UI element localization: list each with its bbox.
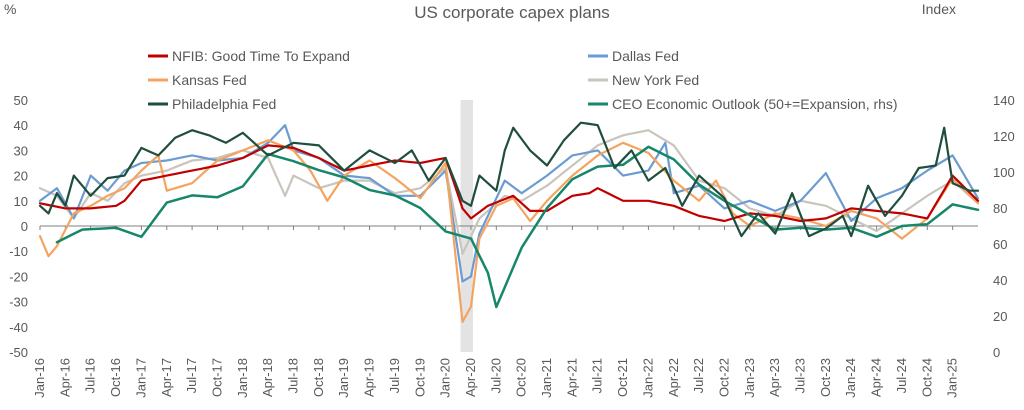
chart-title: US corporate capex plans [414,3,610,22]
legend-label: Kansas Fed [172,72,247,88]
x-tick-label: Apr-24 [869,358,884,397]
y-left-tick-label: -40 [9,320,28,335]
x-tick-label: Jan-25 [945,358,960,398]
legend-label: CEO Economic Outlook (50+=Expansion, rhs… [612,96,898,112]
x-tick-label: Oct-17 [209,358,224,397]
right-axis-unit-label: Index [922,1,956,17]
x-tick-label: Jul-22 [691,358,706,393]
y-left-tick-label: 20 [14,169,28,184]
y-left-tick-label: 40 [14,118,28,133]
x-tick-label: Apr-16 [57,358,72,397]
x-tick-label: Apr-19 [362,358,377,397]
x-tick-label: Jul-19 [387,358,402,393]
x-tick-label: Jul-24 [894,358,909,393]
x-tick-label: Oct-18 [311,358,326,397]
y-right-tick-label: 40 [993,273,1007,288]
x-tick-label: Jan-23 [742,358,757,398]
y-right-tick-label: 100 [993,165,1015,180]
legend-label: Dallas Fed [612,48,679,64]
x-tick-label: Jan-22 [640,358,655,398]
legend-label: Philadelphia Fed [172,96,276,112]
x-tick-label: Jan-17 [133,358,148,398]
x-tick-label: Apr-20 [463,358,478,397]
y-right-tick-label: 60 [993,237,1007,252]
series-layer [38,121,980,323]
y-right-tick-label: 120 [993,129,1015,144]
x-tick-label: Apr-17 [159,358,174,397]
y-left-tick-label: 30 [14,143,28,158]
series-line-1 [38,139,980,323]
y-left-tick-label: -50 [9,345,28,360]
x-tick-label: Apr-22 [666,358,681,397]
x-tick-label: Jul-23 [793,358,808,393]
series-line-3 [38,124,980,283]
series-line-2 [38,121,980,238]
x-tick-label: Oct-24 [919,358,934,397]
x-tick-label: Jul-18 [286,358,301,393]
x-tick-label: Oct-19 [412,358,427,397]
x-tick-label: Jan-20 [438,358,453,398]
y-right-tick-label: 140 [993,93,1015,108]
series-line-0 [38,144,980,223]
left-axis-unit-label: % [4,1,16,17]
y-left-tick-label: 10 [14,194,28,209]
x-tick-label: Jul-21 [590,358,605,393]
x-tick-label: Oct-21 [615,358,630,397]
y-left-tick-label: -10 [9,244,28,259]
y-left-tick-label: 50 [14,93,28,108]
x-tick-label: Jul-16 [83,358,98,393]
y-right-tick-label: 0 [993,345,1000,360]
axis-layer: 50403020100-10-20-30-40-5014012010080604… [9,93,1015,398]
x-tick-label: Jan-21 [539,358,554,398]
legend-label: NFIB: Good Time To Expand [172,48,350,64]
y-right-tick-label: 20 [993,309,1007,324]
x-tick-label: Jul-20 [488,358,503,393]
x-tick-label: Apr-21 [564,358,579,397]
x-tick-label: Jan-18 [235,358,250,398]
y-right-tick-label: 80 [993,201,1007,216]
y-left-tick-label: -20 [9,269,28,284]
x-tick-label: Apr-18 [260,358,275,397]
x-tick-label: Apr-23 [767,358,782,397]
x-tick-label: Jan-16 [32,358,47,398]
x-tick-label: Jan-19 [336,358,351,398]
x-tick-label: Oct-23 [818,358,833,397]
x-tick-label: Jul-17 [184,358,199,393]
x-tick-label: Oct-20 [514,358,529,397]
legend-layer: NFIB: Good Time To Expand Dallas Fed Kansa… [148,48,898,112]
x-tick-label: Jan-24 [843,358,858,398]
x-tick-label: Oct-22 [716,358,731,397]
y-left-tick-label: -30 [9,295,28,310]
legend-label: New York Fed [612,72,699,88]
y-left-tick-label: 0 [21,219,28,234]
x-tick-label: Oct-16 [108,358,123,397]
